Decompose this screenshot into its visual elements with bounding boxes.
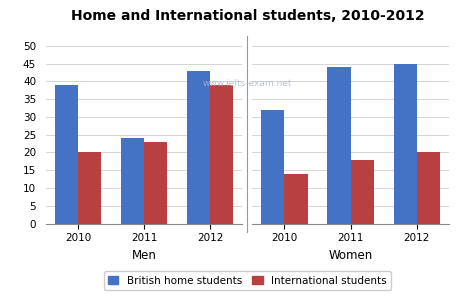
Bar [284, 174, 307, 224]
Legend: British home students, International students: British home students, International stu… [104, 271, 391, 290]
Bar [210, 85, 234, 224]
Bar [350, 159, 374, 224]
Text: www.ielts-exam.net: www.ielts-exam.net [202, 79, 292, 88]
Bar [187, 71, 210, 224]
Text: Home and International students, 2010-2012: Home and International students, 2010-20… [71, 9, 424, 23]
X-axis label: Men: Men [131, 249, 157, 262]
Bar [393, 63, 417, 224]
X-axis label: Women: Women [328, 249, 373, 262]
Bar [327, 67, 350, 224]
Bar [417, 153, 440, 224]
Bar [144, 142, 167, 224]
Bar [261, 110, 284, 224]
Bar [121, 138, 144, 224]
Bar [55, 85, 78, 224]
Bar [78, 153, 101, 224]
